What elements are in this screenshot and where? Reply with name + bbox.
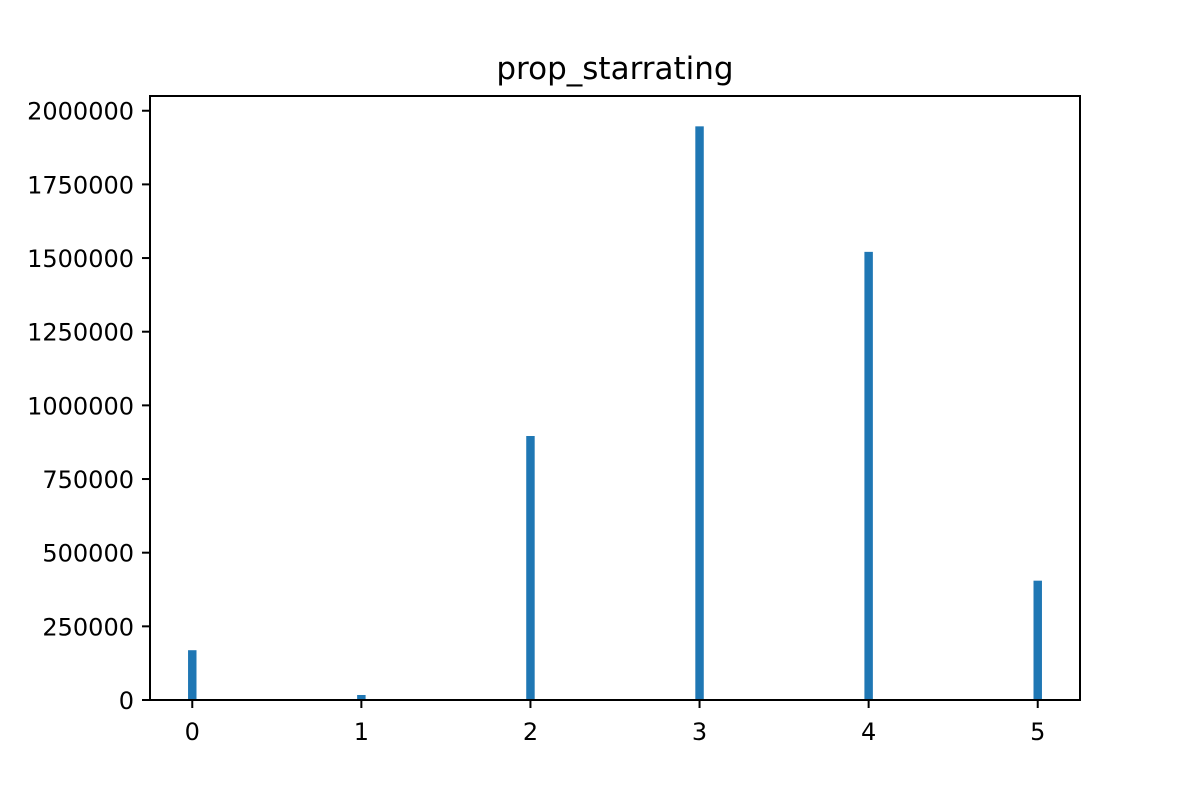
y-axis: 0 250000 500000 750000 1000000 1250000 1500000…: [27, 98, 150, 715]
x-tick-label: 3: [692, 718, 707, 746]
bar-0: [188, 650, 197, 700]
x-axis: 0 1 2 3 4 5: [185, 700, 1045, 746]
x-tick-label: 1: [354, 718, 369, 746]
bar-1: [357, 694, 366, 700]
plot-frame: [149, 95, 1081, 701]
x-tick-label: 0: [185, 718, 200, 746]
y-tick-label: 1000000: [27, 392, 134, 420]
y-tick-label: 0: [119, 687, 134, 715]
y-tick-label: 1250000: [27, 319, 134, 347]
y-tick-label: 1500000: [27, 245, 134, 273]
bar-5: [1033, 580, 1042, 700]
bars-group: [188, 126, 1042, 701]
bar-4: [864, 251, 873, 701]
bar-2: [526, 436, 535, 700]
y-tick-label: 750000: [42, 466, 134, 494]
bar-3: [695, 126, 704, 701]
y-tick-label: 500000: [42, 540, 134, 568]
y-tick-label: 250000: [42, 613, 134, 641]
x-tick-label: 4: [861, 718, 876, 746]
x-tick-label: 5: [1030, 718, 1045, 746]
chart-title: prop_starrating: [496, 51, 733, 87]
y-tick-label: 2000000: [27, 98, 134, 126]
y-tick-label: 1750000: [27, 171, 134, 199]
x-tick-label: 2: [523, 718, 538, 746]
